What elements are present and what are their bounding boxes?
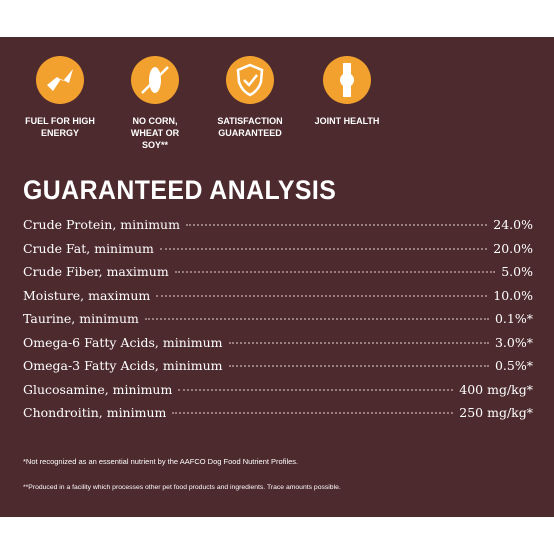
- icon: [131, 56, 179, 104]
- label-line: SOY**: [141, 140, 168, 150]
- feature-label: JOINT HEALTH: [297, 115, 397, 127]
- table-row: Crude Fat, minimum 20.0%: [23, 241, 533, 265]
- nutrient: Glucosamine, minimum: [23, 381, 173, 397]
- nutrient: Crude Fiber, maximum: [23, 264, 169, 279]
- leader: [159, 247, 488, 250]
- leader: [144, 318, 489, 320]
- table-row: Glucosamine, minimum 400 mg/kg*: [23, 382, 533, 406]
- feature-label: FUEL FOR HIGH ENERGY: [10, 115, 110, 139]
- leader: [174, 271, 496, 273]
- feature: SATISFACTION GUARANTEED: [200, 55, 300, 139]
- amount: 3.0%*: [494, 334, 533, 350]
- leader: [172, 412, 454, 414]
- label-line: FUEL FOR HIGH: [25, 116, 95, 126]
- nutrient: Moisture, maximum: [23, 287, 151, 303]
- table-row: Chondroitin, minimum 250 mg/kg*: [23, 405, 533, 429]
- amount: 400 mg/kg*: [459, 381, 533, 397]
- icon: [36, 56, 84, 104]
- feature: NO CORN, WHEAT OR SOY**: [105, 55, 205, 151]
- nutrient: Taurine, minimum: [23, 311, 139, 326]
- feature-label: NO CORN, WHEAT OR SOY**: [105, 115, 205, 151]
- section-title: GUARANTEED ANALYSIS: [23, 175, 337, 205]
- label-line: WHEAT OR: [130, 128, 180, 138]
- icon: [226, 56, 274, 104]
- analysis-table: Crude Protein, minimum 24.0% Crude Fat, mi…: [23, 217, 533, 429]
- amount: 10.0%: [493, 287, 533, 303]
- label-line: JOINT HEALTH: [314, 116, 380, 126]
- feature-label: SATISFACTION GUARANTEED: [200, 115, 300, 139]
- table-row: Omega-3 Fatty Acids, minimum 0.5%*: [23, 358, 533, 382]
- leader: [228, 341, 489, 344]
- label-line: ENERGY: [40, 128, 79, 138]
- amount: 250 mg/kg*: [459, 405, 533, 420]
- table-row: Crude Fiber, maximum 5.0%: [23, 264, 533, 288]
- nutrient: Chondroitin, minimum: [23, 405, 167, 420]
- nutrient: Crude Protein, minimum: [23, 217, 180, 232]
- nutrient: Omega-3 Fatty Acids, minimum: [23, 358, 223, 373]
- leader: [156, 294, 488, 297]
- table-row: Taurine, minimum 0.1%*: [23, 311, 533, 335]
- amount: 5.0%: [501, 264, 533, 279]
- feature: FUEL FOR HIGH ENERGY: [10, 55, 110, 139]
- leader: [185, 224, 488, 226]
- footnote: *Not recognized as an essential nutrient…: [23, 457, 299, 466]
- nutrient: Crude Fat, minimum: [23, 240, 154, 256]
- icon: [323, 56, 371, 104]
- label-line: GUARANTEED: [218, 128, 282, 138]
- footnote: **Produced in a facility which processes…: [23, 484, 341, 491]
- leader: [228, 365, 489, 367]
- table-row: Omega-6 Fatty Acids, minimum 3.0%*: [23, 335, 533, 359]
- table-row: Crude Protein, minimum 24.0%: [23, 217, 533, 241]
- nutrient: Omega-6 Fatty Acids, minimum: [23, 334, 223, 350]
- feature: JOINT HEALTH: [297, 55, 397, 127]
- amount: 24.0%: [493, 217, 533, 232]
- label-line: NO CORN,: [132, 116, 178, 126]
- leader: [178, 388, 454, 391]
- amount: 20.0%: [493, 240, 533, 256]
- amount: 0.5%*: [494, 358, 533, 373]
- label-line: SATISFACTION: [217, 116, 283, 126]
- table-row: Moisture, maximum 10.0%: [23, 288, 533, 312]
- amount: 0.1%*: [494, 311, 533, 326]
- info-panel: FUEL FOR HIGH ENERGY NO CORN, WHEAT OR SOY*…: [0, 37, 554, 517]
